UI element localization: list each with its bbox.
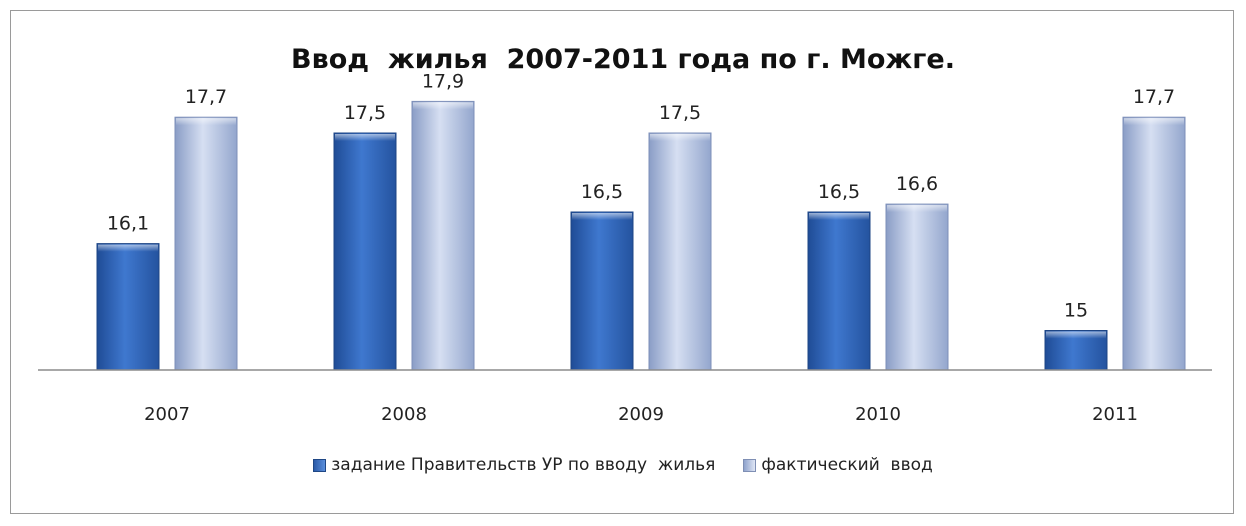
data-label-plan-2009: 16,5 [581, 181, 623, 203]
data-label-plan-2008: 17,5 [344, 102, 386, 124]
legend-label-plan: задание Правительств УР по вводу жилья [331, 455, 716, 475]
x-tick-label-2010: 2010 [855, 404, 901, 425]
bar-actual-2011 [1122, 116, 1186, 371]
x-tick-label-2008: 2008 [381, 404, 427, 425]
bar-highlight-actual-2008 [413, 102, 473, 110]
bar-plan-2010 [807, 211, 871, 371]
bar-plan-2009 [570, 211, 634, 371]
bar-actual-2007 [174, 116, 238, 371]
bar-plan-2008 [333, 132, 397, 371]
legend-swatch-plan [313, 458, 327, 472]
data-label-actual-2008: 17,9 [422, 70, 464, 92]
bar-actual-2010 [885, 203, 949, 371]
data-label-actual-2010: 16,6 [896, 173, 938, 195]
bar-highlight-plan-2010 [809, 213, 869, 220]
data-label-plan-2007: 16,1 [107, 213, 149, 235]
data-label-plan-2011: 15 [1064, 300, 1088, 322]
legend-label-actual: фактический ввод [761, 455, 933, 475]
data-label-plan-2010: 16,5 [818, 181, 860, 203]
x-tick-label-2007: 2007 [144, 404, 190, 425]
bar-actual-2009 [648, 132, 712, 371]
bar-highlight-actual-2011 [1124, 118, 1184, 126]
bar-highlight-actual-2010 [887, 205, 947, 213]
bar-highlight-plan-2008 [335, 134, 395, 141]
bar-actual-2008 [411, 100, 475, 371]
legend-item-plan: задание Правительств УР по вводу жилья [313, 455, 715, 475]
x-tick-label-2011: 2011 [1092, 404, 1138, 425]
chart-title: Ввод жилья 2007-2011 года по г. Можге. [291, 44, 955, 75]
bar-plan-2007 [96, 243, 160, 371]
data-label-actual-2007: 17,7 [185, 86, 227, 108]
bar-highlight-actual-2009 [650, 134, 710, 141]
legend-swatch-actual [743, 458, 757, 472]
bar-highlight-plan-2011 [1046, 331, 1106, 339]
bar-highlight-plan-2007 [98, 244, 158, 252]
data-label-actual-2009: 17,5 [659, 102, 701, 124]
legend: задание Правительств УР по вводу жилья ф… [0, 455, 1246, 475]
bar-highlight-plan-2009 [572, 213, 632, 220]
x-tick-label-2009: 2009 [618, 404, 664, 425]
legend-item-actual: фактический ввод [743, 455, 933, 475]
bar-highlight-actual-2007 [176, 118, 236, 126]
data-label-actual-2011: 17,7 [1133, 86, 1175, 108]
